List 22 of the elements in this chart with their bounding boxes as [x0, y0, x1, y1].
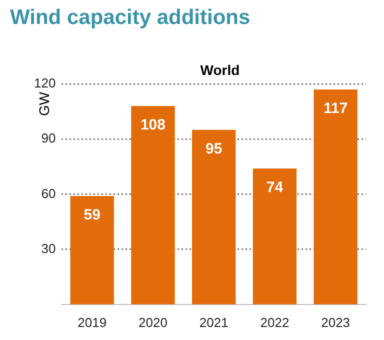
y-tick-label: 30 — [41, 240, 56, 256]
bar — [131, 106, 175, 304]
bar — [314, 90, 358, 304]
data-label: 74 — [266, 179, 284, 196]
y-tick-label: 120 — [34, 76, 56, 91]
y-tick-label: 60 — [41, 186, 56, 201]
bar — [252, 168, 297, 304]
x-tick-label: 2023 — [321, 314, 350, 330]
x-tick-label: 2021 — [199, 314, 228, 330]
chart-title: Wind capacity additions — [10, 6, 250, 30]
bar — [70, 196, 114, 304]
x-tick-label: 2019 — [78, 314, 107, 330]
y-tick-label: 90 — [41, 130, 56, 146]
data-label: 95 — [206, 140, 222, 158]
data-label: 59 — [84, 206, 100, 224]
x-tick-label: 2020 — [138, 314, 168, 330]
data-label: 117 — [323, 100, 348, 118]
bar — [192, 130, 236, 304]
data-label: 108 — [140, 116, 166, 134]
chart-subtitle: World — [199, 62, 241, 78]
x-tick-label: 2022 — [260, 314, 290, 330]
y-axis-title: GW — [36, 92, 52, 116]
